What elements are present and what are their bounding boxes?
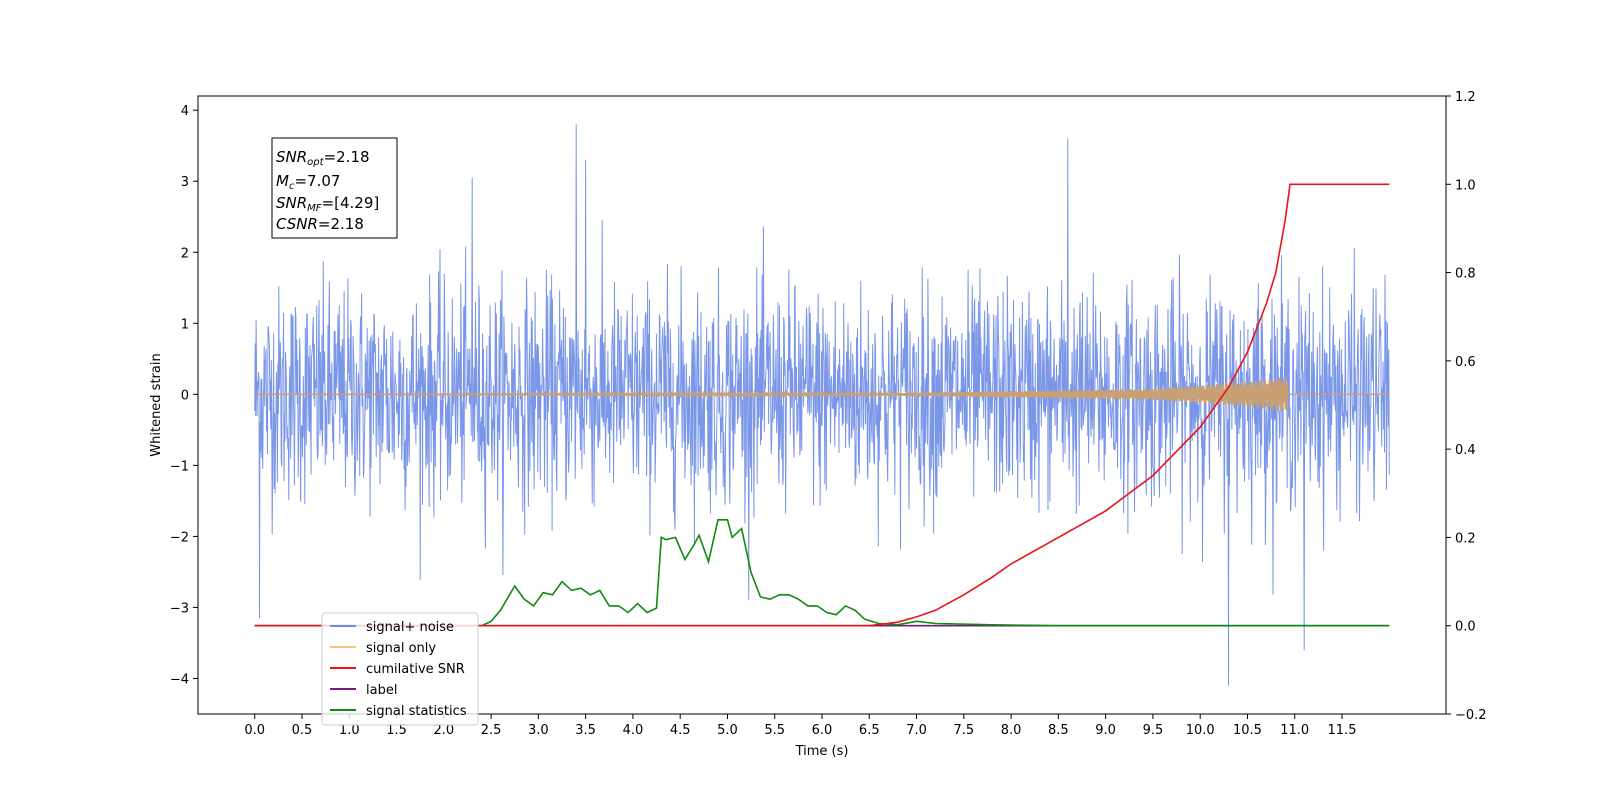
- annotation-snr-mf: SNRMF=[4.29]: [276, 194, 379, 214]
- x-tick-label: 1.5: [386, 723, 407, 738]
- x-tick-label: 7.5: [953, 723, 974, 738]
- annotation-csnr: CSNR=2.18: [276, 215, 364, 233]
- x-axis-label: Time (s): [795, 744, 849, 759]
- y-left-tick-label: 2: [181, 246, 189, 261]
- y-left-tick-label: 4: [181, 104, 189, 119]
- x-tick-label: 4.5: [670, 723, 691, 738]
- y-right-tick-label: 0.8: [1455, 267, 1476, 282]
- signal-noise-line: [254, 124, 1390, 686]
- x-tick-label: 8.0: [1001, 723, 1022, 738]
- signal-statistics-line: [254, 518, 1390, 627]
- y-right-tick-label: 1.0: [1455, 178, 1476, 193]
- x-tick-label: 9.5: [1143, 723, 1164, 738]
- legend-label: label: [366, 683, 397, 698]
- y-right-tick-label: 0.0: [1455, 620, 1476, 635]
- y-axis-label: Whitened strain: [149, 353, 164, 456]
- x-tick-label: 3.0: [528, 723, 549, 738]
- legend-label: signal statistics: [366, 704, 467, 719]
- y-left-tick-label: 3: [181, 175, 189, 190]
- x-tick-label: 10.0: [1186, 723, 1215, 738]
- legend-label: signal only: [366, 641, 436, 656]
- x-tick-label: 11.5: [1328, 723, 1357, 738]
- x-tick-label: 8.5: [1048, 723, 1069, 738]
- y-left-tick-label: 1: [181, 317, 189, 332]
- y-left-tick-label: 0: [181, 388, 189, 403]
- x-tick-label: 7.0: [906, 723, 927, 738]
- signal-only-series: [254, 377, 1390, 412]
- annotation-box: SNRopt=2.18 Mc=7.07 SNRMF=[4.29] CSNR=2.…: [271, 137, 398, 239]
- signal-noise-series: [254, 124, 1390, 686]
- y-left-tick-label: −3: [170, 601, 189, 616]
- x-tick-label: 1.0: [339, 723, 360, 738]
- x-tick-label: 2.0: [433, 723, 454, 738]
- x-tick-label: 11.0: [1280, 723, 1309, 738]
- y-right-tick-label: 0.4: [1455, 443, 1476, 458]
- y-right-tick-label: 1.2: [1455, 90, 1476, 105]
- x-tick-label: 9.0: [1095, 723, 1116, 738]
- y-right-tick-label: 0.6: [1455, 355, 1476, 370]
- annotation-mc: Mc=7.07: [276, 172, 340, 192]
- x-tick-label: 6.0: [812, 723, 833, 738]
- legend: signal+ noise signal only cumilative SNR la…: [321, 612, 479, 726]
- x-tick-label: 0.5: [292, 723, 313, 738]
- x-tick-label: 6.5: [859, 723, 880, 738]
- y-right-tick-label: 0.2: [1455, 531, 1476, 546]
- x-tick-label: 3.5: [575, 723, 596, 738]
- y-right-tick-label: −0.2: [1455, 708, 1487, 723]
- signal-only-line: [254, 377, 1390, 412]
- y-left-tick-label: −1: [170, 459, 189, 474]
- x-tick-label: 5.0: [717, 723, 738, 738]
- x-tick-label: 0.0: [244, 723, 265, 738]
- x-tick-label: 5.5: [764, 723, 785, 738]
- annotation-snr-opt: SNRopt=2.18: [276, 148, 370, 168]
- y-left-tick-label: −2: [170, 530, 189, 545]
- x-tick-label: 2.5: [481, 723, 502, 738]
- x-tick-label: 10.5: [1233, 723, 1262, 738]
- legend-label: signal+ noise: [366, 620, 454, 635]
- cumulative-snr-line: [254, 183, 1390, 627]
- x-tick-label: 4.0: [623, 723, 644, 738]
- legend-label: cumilative SNR: [366, 662, 465, 677]
- y-left-tick-label: −4: [170, 672, 189, 687]
